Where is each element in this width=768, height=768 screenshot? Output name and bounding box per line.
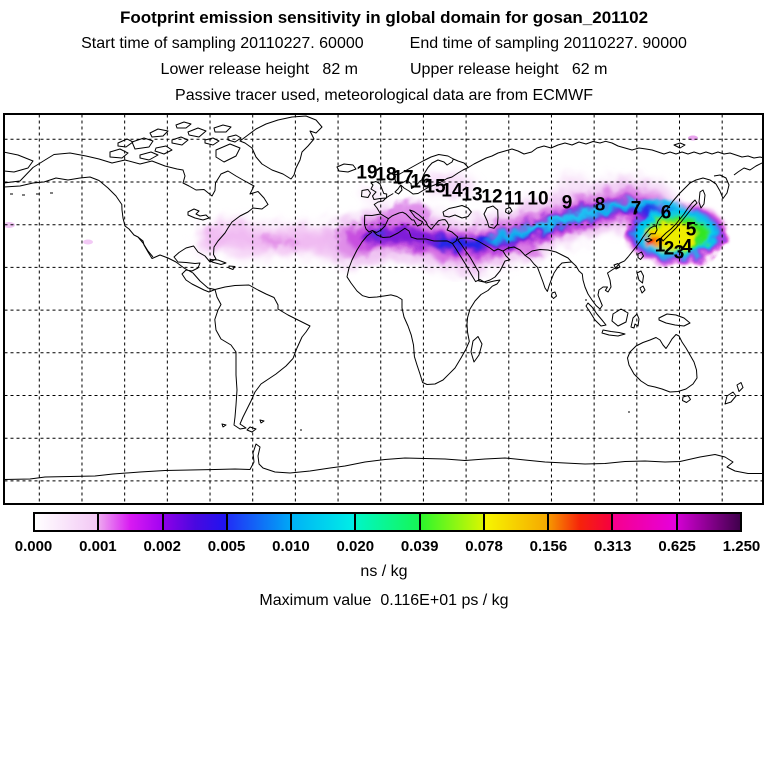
trajectory-marker-9: 9 (562, 193, 573, 214)
colorbar-segment-2 (99, 514, 164, 530)
sampling-end-label: End time of sampling 20110227. 90000 (409, 35, 687, 52)
trajectory-marker-7: 7 (631, 199, 642, 220)
colorbar-segment-8 (484, 514, 550, 530)
trajectory-marker-8: 8 (595, 195, 606, 216)
upper-release-label: Upper release height 62 m (410, 61, 608, 78)
colorbar-tick-0.625: 0.625 (658, 538, 696, 555)
tracer-info-label: Passive tracer used, meteorological data… (175, 87, 593, 104)
colorbar-segment-10 (613, 514, 678, 530)
max-value-label: Maximum value 0.116E+01 ps / kg (259, 592, 509, 609)
colorbar-segment-11 (677, 514, 740, 530)
colorbar-tick-0.001: 0.001 (79, 538, 117, 555)
trajectory-marker-3: 3 (674, 243, 685, 264)
colorbar-tick-0.002: 0.002 (143, 538, 181, 555)
colorbar-units-label: ns / kg (360, 563, 408, 580)
release-heights-line: Lower release height 82 m Upper release … (0, 61, 768, 79)
colorbar-segment-9 (549, 514, 614, 530)
colorbar-segment-3 (163, 514, 228, 530)
colorbar-tick-0.156: 0.156 (529, 538, 568, 555)
colorbar-tick-0.010: 0.010 (272, 538, 310, 555)
trajectory-marker-2: 2 (664, 239, 675, 260)
trajectory-marker-18: 18 (375, 165, 396, 186)
colorbar-tick-0.039: 0.039 (400, 538, 439, 555)
colorbar-segment-1 (35, 514, 100, 530)
colorbar-tick-0.078: 0.078 (465, 538, 503, 555)
colorbar-tick-0.313: 0.313 (593, 538, 632, 555)
trajectory-marker-19: 19 (356, 163, 377, 184)
trajectory-marker-13: 13 (461, 185, 482, 206)
trajectory-marker-1: 1 (655, 236, 666, 257)
trajectory-marker-16: 16 (410, 172, 431, 193)
map-border (3, 113, 764, 505)
trajectory-marker-17: 17 (392, 168, 413, 189)
trajectory-marker-5: 5 (686, 220, 697, 241)
colorbar-segment-5 (292, 514, 357, 530)
trajectory-marker-11: 11 (504, 189, 525, 210)
colorbar (33, 512, 742, 532)
trajectory-marker-6: 6 (661, 203, 672, 224)
sampling-times-line: Start time of sampling 20110227. 60000 E… (0, 35, 768, 53)
trajectory-marker-12: 12 (481, 187, 502, 208)
plot-title: Footprint emission sensitivity in global… (119, 8, 649, 27)
colorbar-tick-0.020: 0.020 (336, 538, 375, 555)
colorbar-tick-0.000: 0.000 (14, 538, 53, 555)
emission-plume (4, 135, 726, 274)
colorbar-tick-labels: 0.000 0.001 0.002 0.005 0.010 0.020 0.039 0.078… (0, 538, 768, 556)
grid-lines (4, 114, 763, 504)
colorbar-segment-6 (356, 514, 421, 530)
coastlines (4, 115, 763, 480)
colorbar-segment-4 (227, 514, 293, 530)
trajectory-marker-10: 10 (527, 189, 548, 210)
trajectory-marker-4: 4 (682, 237, 693, 258)
trajectory-marker-14: 14 (441, 181, 463, 202)
lower-release-label: Lower release height 82 m (160, 61, 358, 78)
sampling-start-label: Start time of sampling 20110227. 60000 (81, 35, 364, 52)
trajectory-marker-15: 15 (424, 177, 446, 198)
colorbar-tick-1.250: 1.250 (722, 538, 761, 555)
colorbar-segment-7 (420, 514, 485, 530)
colorbar-tick-0.005: 0.005 (207, 538, 246, 555)
